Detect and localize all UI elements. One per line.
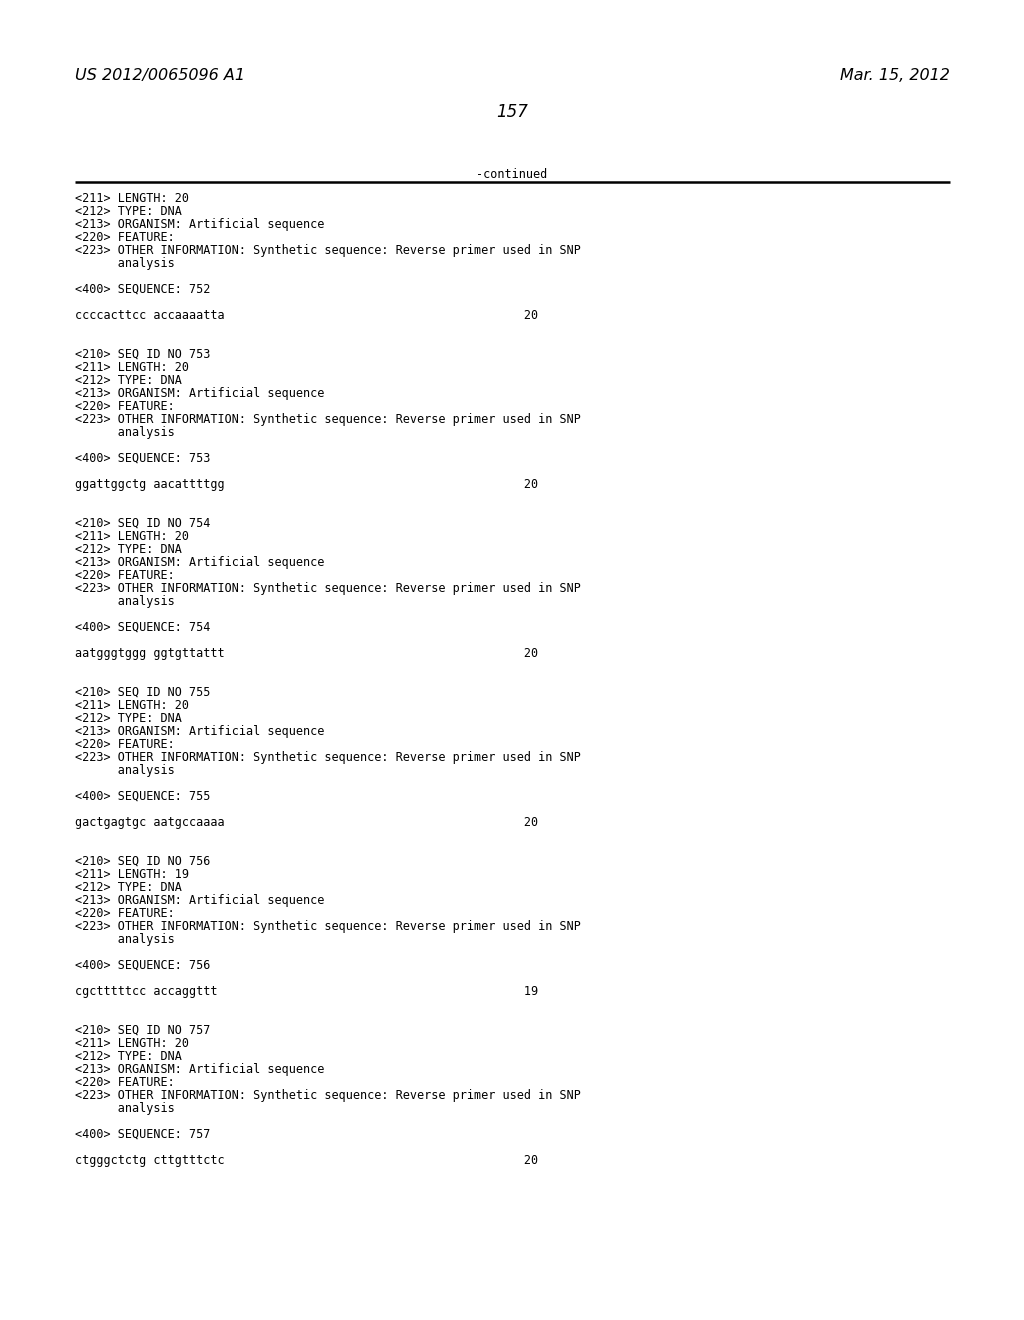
Text: <211> LENGTH: 19: <211> LENGTH: 19: [75, 869, 189, 880]
Text: <223> OTHER INFORMATION: Synthetic sequence: Reverse primer used in SNP: <223> OTHER INFORMATION: Synthetic seque…: [75, 244, 581, 257]
Text: <400> SEQUENCE: 754: <400> SEQUENCE: 754: [75, 620, 210, 634]
Text: <223> OTHER INFORMATION: Synthetic sequence: Reverse primer used in SNP: <223> OTHER INFORMATION: Synthetic seque…: [75, 920, 581, 933]
Text: <212> TYPE: DNA: <212> TYPE: DNA: [75, 374, 182, 387]
Text: <223> OTHER INFORMATION: Synthetic sequence: Reverse primer used in SNP: <223> OTHER INFORMATION: Synthetic seque…: [75, 582, 581, 595]
Text: <220> FEATURE:: <220> FEATURE:: [75, 400, 175, 413]
Text: gactgagtgc aatgccaaaa                                          20: gactgagtgc aatgccaaaa 20: [75, 816, 539, 829]
Text: <211> LENGTH: 20: <211> LENGTH: 20: [75, 700, 189, 711]
Text: <400> SEQUENCE: 756: <400> SEQUENCE: 756: [75, 960, 210, 972]
Text: <213> ORGANISM: Artificial sequence: <213> ORGANISM: Artificial sequence: [75, 725, 325, 738]
Text: <211> LENGTH: 20: <211> LENGTH: 20: [75, 360, 189, 374]
Text: analysis: analysis: [75, 933, 175, 946]
Text: <211> LENGTH: 20: <211> LENGTH: 20: [75, 1038, 189, 1049]
Text: -continued: -continued: [476, 168, 548, 181]
Text: <212> TYPE: DNA: <212> TYPE: DNA: [75, 711, 182, 725]
Text: <210> SEQ ID NO 753: <210> SEQ ID NO 753: [75, 348, 210, 360]
Text: Mar. 15, 2012: Mar. 15, 2012: [840, 69, 950, 83]
Text: <400> SEQUENCE: 755: <400> SEQUENCE: 755: [75, 789, 210, 803]
Text: ggattggctg aacattttgg                                          20: ggattggctg aacattttgg 20: [75, 478, 539, 491]
Text: <213> ORGANISM: Artificial sequence: <213> ORGANISM: Artificial sequence: [75, 387, 325, 400]
Text: 157: 157: [496, 103, 528, 121]
Text: <220> FEATURE:: <220> FEATURE:: [75, 231, 175, 244]
Text: <223> OTHER INFORMATION: Synthetic sequence: Reverse primer used in SNP: <223> OTHER INFORMATION: Synthetic seque…: [75, 1089, 581, 1102]
Text: <213> ORGANISM: Artificial sequence: <213> ORGANISM: Artificial sequence: [75, 894, 325, 907]
Text: <220> FEATURE:: <220> FEATURE:: [75, 738, 175, 751]
Text: <213> ORGANISM: Artificial sequence: <213> ORGANISM: Artificial sequence: [75, 1063, 325, 1076]
Text: aatgggtggg ggtgttattt                                          20: aatgggtggg ggtgttattt 20: [75, 647, 539, 660]
Text: <400> SEQUENCE: 753: <400> SEQUENCE: 753: [75, 451, 210, 465]
Text: <212> TYPE: DNA: <212> TYPE: DNA: [75, 543, 182, 556]
Text: <212> TYPE: DNA: <212> TYPE: DNA: [75, 880, 182, 894]
Text: analysis: analysis: [75, 257, 175, 271]
Text: <213> ORGANISM: Artificial sequence: <213> ORGANISM: Artificial sequence: [75, 556, 325, 569]
Text: <211> LENGTH: 20: <211> LENGTH: 20: [75, 531, 189, 543]
Text: <220> FEATURE:: <220> FEATURE:: [75, 1076, 175, 1089]
Text: ccccacttcc accaaaatta                                          20: ccccacttcc accaaaatta 20: [75, 309, 539, 322]
Text: <212> TYPE: DNA: <212> TYPE: DNA: [75, 1049, 182, 1063]
Text: <220> FEATURE:: <220> FEATURE:: [75, 907, 175, 920]
Text: analysis: analysis: [75, 426, 175, 440]
Text: <400> SEQUENCE: 752: <400> SEQUENCE: 752: [75, 282, 210, 296]
Text: US 2012/0065096 A1: US 2012/0065096 A1: [75, 69, 245, 83]
Text: analysis: analysis: [75, 595, 175, 609]
Text: <223> OTHER INFORMATION: Synthetic sequence: Reverse primer used in SNP: <223> OTHER INFORMATION: Synthetic seque…: [75, 751, 581, 764]
Text: <211> LENGTH: 20: <211> LENGTH: 20: [75, 191, 189, 205]
Text: <210> SEQ ID NO 756: <210> SEQ ID NO 756: [75, 855, 210, 869]
Text: <400> SEQUENCE: 757: <400> SEQUENCE: 757: [75, 1129, 210, 1140]
Text: cgctttttcc accaggttt                                           19: cgctttttcc accaggttt 19: [75, 985, 539, 998]
Text: ctgggctctg cttgtttctc                                          20: ctgggctctg cttgtttctc 20: [75, 1154, 539, 1167]
Text: analysis: analysis: [75, 764, 175, 777]
Text: <210> SEQ ID NO 757: <210> SEQ ID NO 757: [75, 1024, 210, 1038]
Text: analysis: analysis: [75, 1102, 175, 1115]
Text: <223> OTHER INFORMATION: Synthetic sequence: Reverse primer used in SNP: <223> OTHER INFORMATION: Synthetic seque…: [75, 413, 581, 426]
Text: <210> SEQ ID NO 754: <210> SEQ ID NO 754: [75, 517, 210, 531]
Text: <212> TYPE: DNA: <212> TYPE: DNA: [75, 205, 182, 218]
Text: <220> FEATURE:: <220> FEATURE:: [75, 569, 175, 582]
Text: <213> ORGANISM: Artificial sequence: <213> ORGANISM: Artificial sequence: [75, 218, 325, 231]
Text: <210> SEQ ID NO 755: <210> SEQ ID NO 755: [75, 686, 210, 700]
